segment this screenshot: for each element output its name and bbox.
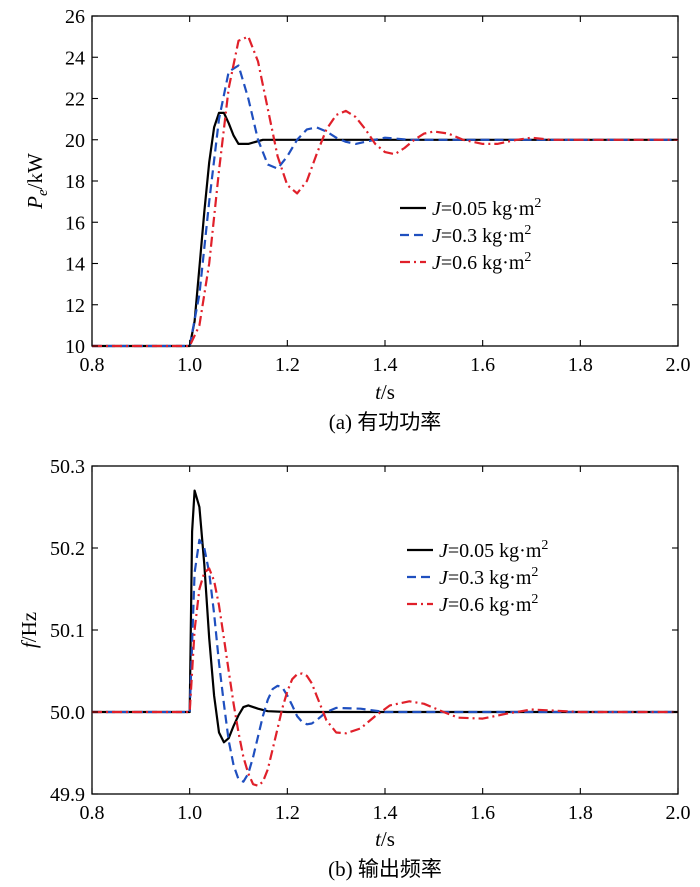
y-tick-label: 16 <box>65 212 85 234</box>
series-line <box>92 64 678 348</box>
x-tick-label: 1.8 <box>568 354 593 376</box>
y-tick-label: 26 <box>65 6 85 28</box>
plot-frame <box>91 15 679 347</box>
x-tick-label: 0.8 <box>80 802 105 824</box>
x-tick-label: 1.2 <box>275 354 300 376</box>
y-tick-label: 50.0 <box>50 702 85 724</box>
x-axis-label: t/s <box>375 827 395 851</box>
legend-label: J=0.3 kg·m2 <box>432 223 531 247</box>
y-tick-label: 50.2 <box>50 538 85 560</box>
x-axis-unit: /s <box>381 827 395 851</box>
x-tick-label: 2.0 <box>666 802 691 824</box>
x-tick-label: 1.6 <box>470 802 495 824</box>
series-line <box>92 567 678 787</box>
series-group <box>92 489 678 787</box>
legend: J=0.05 kg·m2 J=0.3 kg·m2 J=0.6 kg·m2 <box>407 538 548 616</box>
x-axis-label: t/s <box>375 380 395 404</box>
x-tick-label: 1.6 <box>470 354 495 376</box>
y-axis-unit: /kW <box>23 153 47 189</box>
x-tick-label: 1.8 <box>568 802 593 824</box>
legend-label: J=0.05 kg·m2 <box>439 538 548 562</box>
series-line <box>92 489 678 744</box>
y-tick-label: 50.3 <box>50 456 85 478</box>
y-tick-label: 18 <box>65 171 85 193</box>
y-tick-label: 49.9 <box>50 784 85 806</box>
series-group <box>92 35 678 348</box>
series-line <box>92 538 678 783</box>
x-axis-var: t <box>375 827 382 851</box>
x-tick-label: 1.0 <box>177 354 202 376</box>
y-axis-label: Pe/kW <box>23 153 51 210</box>
y-tick-label: 10 <box>65 336 85 358</box>
caption: (b) 输出频率 <box>328 857 442 881</box>
y-tick-label: 20 <box>65 130 85 152</box>
plot-frame <box>91 465 679 795</box>
y-axis-sub: e <box>35 189 51 196</box>
panel-a: 0.8 1.0 1.2 1.4 1.6 1.8 2.0101214161820222426 … <box>23 6 691 434</box>
panel-b: 0.8 1.0 1.2 1.4 1.6 1.8 2.0 49.9 50.0 50.1 50.2 50.… <box>17 456 691 881</box>
y-axis-label: f/Hz <box>17 612 41 648</box>
y-axis-var: f <box>17 639 41 648</box>
legend: J=0.05 kg·m2 J=0.3 kg·m2 J=0.6 kg·m2 <box>400 196 541 274</box>
y-axis-var: P <box>23 196 47 210</box>
x-tick-label: 1.0 <box>177 802 202 824</box>
y-tick-label: 12 <box>65 295 85 317</box>
y-tick-label: 24 <box>65 47 85 69</box>
y-tick-label: 22 <box>65 89 85 111</box>
x-axis-unit: /s <box>381 380 395 404</box>
y-tick-label: 14 <box>65 254 85 276</box>
series-line <box>92 35 678 348</box>
y-axis-unit: /Hz <box>17 612 41 642</box>
caption: (a) 有功功率 <box>329 410 442 434</box>
series-line <box>92 111 678 348</box>
x-tick-label: 1.4 <box>373 802 398 824</box>
legend-label: J=0.6 kg·m2 <box>439 592 538 616</box>
legend-label: J=0.05 kg·m2 <box>432 196 541 220</box>
x-axis-var: t <box>375 380 382 404</box>
x-tick-label: 2.0 <box>666 354 691 376</box>
legend-label: J=0.6 kg·m2 <box>432 250 531 274</box>
y-tick-label: 50.1 <box>50 620 85 642</box>
legend-label: J=0.3 kg·m2 <box>439 565 538 589</box>
x-tick-label: 0.8 <box>80 354 105 376</box>
x-tick-label: 1.4 <box>373 354 398 376</box>
x-tick-label: 1.2 <box>275 802 300 824</box>
